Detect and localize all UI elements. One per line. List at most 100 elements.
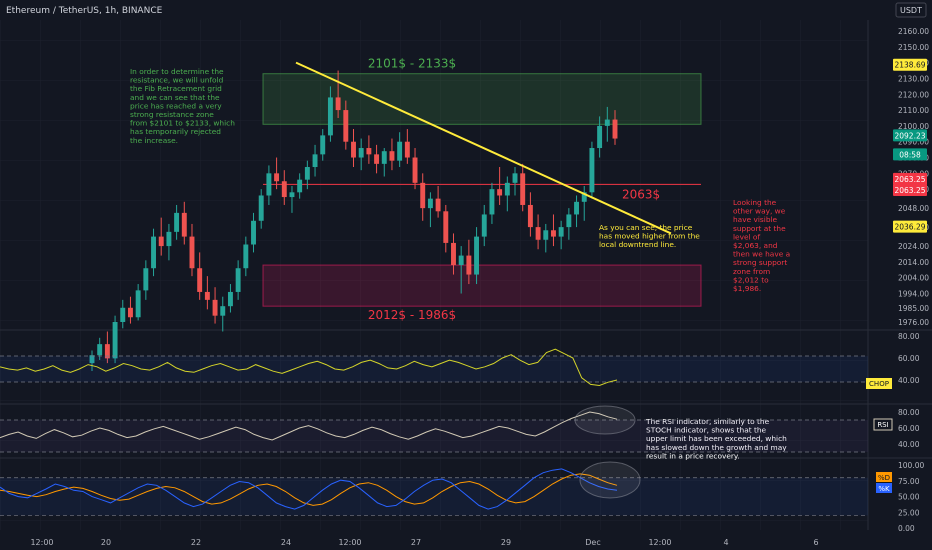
candle-body (166, 231, 172, 247)
time-axis: 12:00 20 22 24 12:00 27 29 Dec 12:00 4 6 (30, 538, 818, 547)
time-tick-label: 12:00 (648, 538, 671, 547)
candle-body (197, 268, 203, 292)
rsi-note: The RSI indicator, similarly to the STOCH… (645, 417, 787, 460)
note-rsi-line: The RSI indicator, similarly to the (645, 417, 770, 426)
note-rsi-line: upper limit has been exceeded, which (646, 434, 787, 443)
indicator-tick-label: 60.00 (898, 354, 920, 363)
candle-body (451, 242, 456, 266)
candle-body (181, 212, 187, 237)
candle-body (512, 173, 518, 183)
series-line-rsi (0, 411, 618, 441)
candle-body (597, 125, 603, 149)
time-tick-label: 22 (191, 538, 201, 547)
price-badge (893, 148, 927, 161)
time-tick-label: 20 (101, 538, 111, 547)
candle-body (612, 119, 618, 139)
candle-body (466, 255, 472, 275)
chart-title: Ethereum / TetherUS, 1h, BINANCE (6, 6, 163, 16)
rsi-pane: 80.00 60.00 40.00 RSI (0, 408, 920, 453)
candle-body (158, 236, 164, 247)
candle-body (258, 195, 264, 221)
candles (89, 70, 618, 372)
note-break-line: has moved higher from the (599, 232, 700, 241)
indicator-band (0, 420, 868, 452)
note-res-line: from $2101 to $2133, which (130, 119, 235, 128)
candle-body (297, 179, 303, 193)
price-tick-label: 2150.00 (898, 43, 929, 52)
note-sup-line: support at the (733, 224, 786, 233)
price-tick-label: 1994.00 (898, 290, 929, 299)
candle-body (489, 189, 495, 215)
chop-pane: 80.00 60.00 40.00 CHOP (0, 332, 920, 389)
candle-body (497, 189, 503, 196)
stoch-d-tag (876, 472, 892, 482)
price-tick-label: 2004.00 (898, 274, 929, 283)
note-sup-line: $1,986. (733, 284, 761, 293)
time-tick-label: 12:00 (338, 538, 361, 547)
note-break-line: local downtrend line. (599, 240, 676, 249)
candle-body (589, 148, 595, 193)
candle-body (151, 236, 156, 269)
candle-body (389, 151, 395, 161)
price-tick-label: 2024.00 (898, 242, 929, 251)
candle-body (381, 151, 387, 164)
note-res-line: has temporarily rejected (130, 127, 221, 136)
note-break-line: As you can see, the price (599, 223, 693, 232)
candle-body (374, 154, 380, 164)
price-badge-label: 2036.29 (894, 223, 925, 232)
candle-body (458, 255, 464, 266)
candle-body (581, 192, 587, 202)
candle-body (89, 355, 95, 364)
candle-body (243, 244, 249, 269)
candle-body (481, 214, 487, 237)
price-badge-label: 2138.69 (894, 61, 925, 70)
candle-body (135, 290, 141, 318)
currency-button-label: USDT (900, 6, 922, 15)
note-res-line: the Fib Retracement grid (130, 84, 222, 93)
candle-body (220, 306, 226, 316)
candle-body (427, 198, 433, 209)
series-line-chop (0, 348, 618, 387)
candle-body (304, 167, 310, 180)
note-rsi-line: has slowed down the growth and may (646, 443, 787, 452)
price-badge (893, 129, 927, 142)
candle-body (212, 299, 218, 316)
time-tick-label: 29 (501, 538, 511, 547)
downtrend-line[interactable] (295, 61, 672, 235)
candle-body (274, 173, 280, 182)
candle-body (343, 110, 349, 142)
candle-body (104, 344, 110, 359)
price-tick-label: 2130.00 (898, 74, 929, 83)
note-sup-line: level of (733, 232, 760, 241)
time-tick-label: 6 (813, 538, 818, 547)
chop-tag-label: CHOP (869, 380, 889, 388)
rsi-tag-label: RSI (877, 421, 888, 429)
support-level-label: 2063$ (622, 187, 660, 201)
indicator-tick-label: 0.00 (898, 524, 915, 533)
resistance-note: In order to determine the resistance, we … (130, 67, 235, 145)
stoch-pane: 100.00 75.00 50.00 25.00 0.00 %D %K (0, 461, 924, 533)
price-badge-label: 2092.23 (894, 131, 925, 140)
note-res-line: and we can see that the (130, 93, 220, 102)
note-sup-line: then we have a (733, 250, 790, 259)
note-res-line: resistance, we will unfold (130, 76, 224, 85)
currency-button[interactable]: USDT (895, 2, 927, 18)
candle-body (551, 230, 556, 237)
candle-body (174, 212, 180, 232)
price-tick-label: 2110.00 (898, 106, 929, 115)
candle-body (397, 141, 403, 161)
candle-body (235, 268, 241, 292)
time-tick-label: Dec (585, 538, 600, 547)
support-zone[interactable] (262, 264, 702, 307)
candle-body (420, 182, 426, 209)
note-sup-line: $2,012 to (733, 275, 769, 284)
price-badge (893, 58, 927, 71)
candle-body (574, 201, 580, 215)
note-sup-line: zone from (733, 267, 770, 276)
note-sup-line: strong support (733, 258, 787, 267)
candle-body (143, 268, 149, 291)
note-res-line: the increase. (130, 136, 178, 145)
candle-body (443, 211, 449, 243)
candle-body (435, 198, 441, 212)
